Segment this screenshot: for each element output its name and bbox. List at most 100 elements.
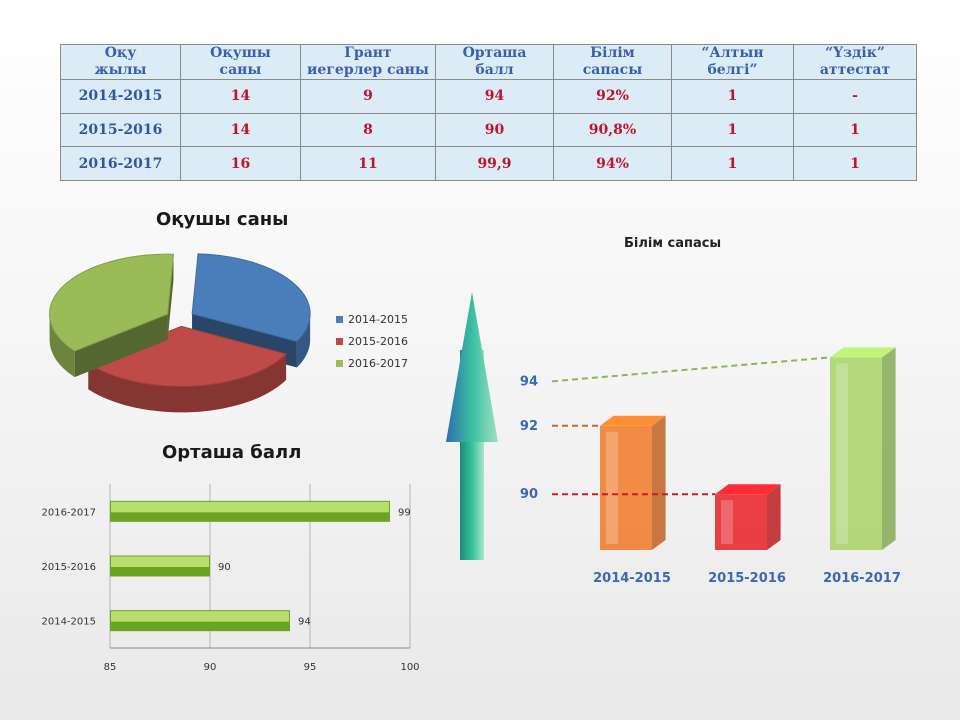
header-line: иегерлер саны [307,62,429,78]
up-arrow-icon [446,292,498,560]
header-line: белгі” [707,62,758,78]
header-line: балл [475,62,514,78]
column-category-label: 2014-2015 [593,571,671,586]
x-tick-label: 85 [104,662,117,673]
pie-slice-top [87,325,288,387]
table-header-cell: Орташа балл [435,44,554,80]
table-cell: 94% [553,146,672,181]
table-cell: 90 [435,112,554,148]
header-line: саны [219,62,262,78]
table-header-cell: Оқу жылы [60,44,181,80]
pie-slice-wall [296,313,311,368]
legend-swatch [336,315,343,323]
bar-value-label: 94 [298,617,311,628]
column-category-label: 2015-2016 [708,571,786,586]
header-line: Білім [590,45,635,61]
table-row: 2015-2016 14 8 90 90,8% 1 1 [60,112,917,148]
y-category-label: 2014-2015 [41,617,96,628]
header-line: жылы [94,62,147,78]
header-line: Грант [344,45,392,61]
bar-2014-2015 [110,610,290,632]
legend-item: 2016-2017 [336,352,408,374]
bar-highlight [111,501,389,513]
pie-slice-2015-2016 [87,325,288,413]
y-tick-label: 94 [520,374,538,389]
header-line: “Алтын [701,45,764,61]
y-category-label: 2016-2017 [41,507,96,518]
table-cell: 1 [793,112,917,148]
table-header-cell: “Алтын белгі” [671,44,794,80]
pie-chart [49,253,311,413]
table-cell: 1 [793,146,917,181]
pie-slice-wall [88,353,287,413]
x-tick-label: 90 [204,662,217,673]
table-cell: 14 [180,112,301,148]
table-cell: 99,9 [435,146,554,181]
pie-slice-top [191,253,311,342]
bar-value-label: 99 [398,507,411,518]
table-cell: 16 [180,146,301,181]
table-header-cell: Оқушы саны [180,44,301,80]
table-cell: 2014-2015 [60,79,181,114]
header-line: Оқушы [210,45,271,61]
bar-2015-2016 [110,555,210,577]
pie-slice-top [49,253,175,352]
pie-slice-side [74,314,168,378]
bar-value-label: 90 [218,562,231,573]
x-tick-label: 95 [304,662,317,673]
bar-highlight [111,611,289,622]
table-header-cell: Білім сапасы [553,44,672,80]
column-2015-2016 [715,484,781,550]
table-cell: 2016-2017 [60,146,181,181]
header-line: сапасы [582,62,643,78]
legend-label: 2014-2015 [348,312,408,326]
table-cell: 2015-2016 [60,112,181,148]
average-score-chart: 85 90 95 100 2014-2015 94 2015-2016 90 2016-2017… [41,484,420,673]
x-tick-label: 100 [400,662,419,673]
table-cell: 1 [671,112,794,148]
header-line: Оқу [104,45,137,61]
table-cell: 11 [300,146,436,181]
table-cell: 9 [300,79,436,114]
bar-highlight [111,556,209,567]
table-cell: 94 [435,79,554,114]
pie-chart-title: Оқушы саны [156,209,289,230]
column-2016-2017 [830,347,896,550]
column-2014-2015 [600,415,666,550]
table-cell: 8 [300,112,436,148]
leader-line [551,356,831,383]
bar-2016-2017 [110,500,390,522]
table-row: 2016-2017 16 11 99,9 94% 1 1 [60,146,917,181]
table-cell: - [793,79,917,114]
legend-label: 2016-2017 [348,356,408,370]
table-row: 2014-2015 14 9 94 92% 1- [60,79,917,114]
y-tick-label: 92 [520,419,538,434]
table-cell: 92% [553,79,672,114]
pie-slice-side [167,254,174,341]
table-cell: 1 [671,146,794,181]
header-line: “Үздік” [825,45,885,61]
pie-chart-legend: 2014-2015 2015-2016 2016-2017 [336,308,408,374]
y-tick-label: 90 [520,487,538,502]
table-cell: 14 [180,79,301,114]
pie-slice-wall [49,314,75,378]
table-header-row: Оқу жылы Оқушы саны Грант иегерлер саны Орташа… [60,44,917,80]
legend-swatch [336,359,343,367]
column-category-label: 2016-2017 [823,571,901,586]
y-category-label: 2015-2016 [41,562,96,573]
quality-chart-title: Білім сапасы [624,236,722,251]
header-line: аттестат [819,62,891,78]
legend-item: 2014-2015 [336,308,408,330]
pie-slice-2016-2017 [49,253,175,378]
legend-item: 2015-2016 [336,330,408,352]
table-body: 2014-2015 14 9 94 92% 1-2015-2016 14 8 90 90,8% 1 1… [60,79,917,181]
table-header-cell: Грант иегерлер саны [300,44,436,80]
legend-label: 2015-2016 [348,334,408,348]
table-cell: 1 [671,79,794,114]
statistics-table: Оқу жылы Оқушы саны Грант иегерлер саны Орташа… [60,44,917,181]
table-cell: 90,8% [553,112,672,148]
table-header-cell: “Үздік” аттестат [793,44,917,80]
knowledge-quality-chart: 2014-2015 2015-2016 2016-2017 94 92 90 [446,292,901,586]
hbar-chart-title: Орташа балл [162,442,302,463]
header-line: Орташа [462,45,527,61]
